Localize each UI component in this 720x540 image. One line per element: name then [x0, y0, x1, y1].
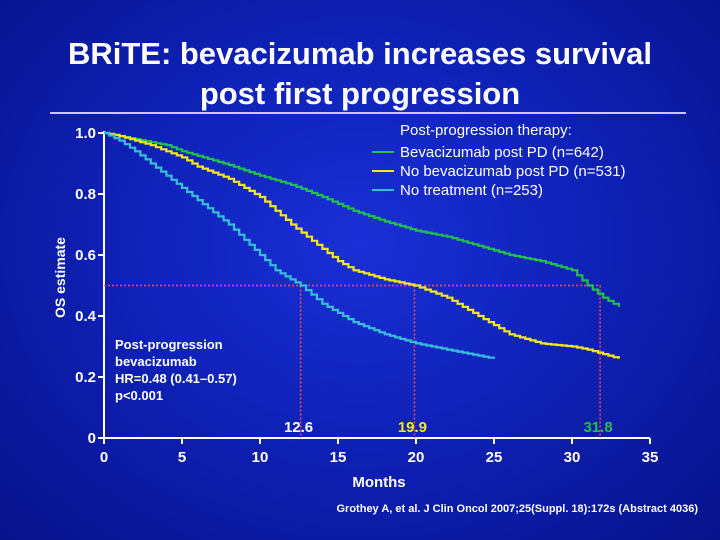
legend-entry: No treatment (n=253)	[400, 182, 543, 199]
y-tick-label: 0.8	[75, 186, 96, 203]
x-tick-label: 5	[178, 449, 186, 466]
x-tick-label: 10	[252, 449, 269, 466]
x-tick-label: 25	[486, 449, 503, 466]
median-label: 12.6	[284, 419, 313, 436]
legend-entry: No bevacizumab post PD (n=531)	[400, 163, 626, 180]
title-line-2: post first progression	[199, 76, 521, 111]
survival-curve-3	[104, 131, 496, 359]
slide-title: BRiTE: bevacizumab increases survival po…	[0, 34, 720, 114]
x-tick-label: 30	[564, 449, 581, 466]
annotation-line: HR=0.48 (0.41–0.57)	[115, 371, 237, 386]
title-line-1: BRiTE: bevacizumab increases survival	[67, 36, 653, 71]
hr-annotation: Post-progression bevacizumab HR=0.48 (0.41…	[115, 337, 237, 403]
legend-title: Post-progression therapy:	[400, 122, 572, 139]
median-label: 19.9	[398, 419, 427, 436]
legend-entry: Bevacizumab post PD (n=642)	[400, 144, 604, 161]
survival-curves	[104, 131, 620, 359]
annotation-line: bevacizumab	[115, 354, 197, 369]
y-axis-label: OS estimate	[52, 237, 68, 318]
x-tick-label: 0	[100, 449, 108, 466]
annotation-line: Post-progression	[115, 337, 223, 352]
chart-axes	[98, 131, 651, 444]
x-axis-label: Months	[352, 474, 405, 491]
survival-curve-1	[104, 131, 620, 307]
y-tick-label: 0	[88, 430, 96, 447]
y-tick-label: 0.4	[75, 308, 97, 325]
x-tick-label: 20	[408, 449, 425, 466]
annotation-line: p<0.001	[115, 388, 163, 403]
median-reference-lines: 12.6 19.9 31.8	[104, 284, 613, 438]
y-tick-label: 0.6	[75, 247, 96, 264]
x-tick-label: 15	[330, 449, 347, 466]
title-divider	[50, 112, 686, 114]
citation-footnote: Grothey A, et al. J Clin Oncol 2007;25(S…	[336, 503, 699, 515]
y-tick-label: 1.0	[75, 125, 96, 142]
y-tick-label: 0.2	[75, 369, 96, 386]
x-tick-label: 35	[642, 449, 659, 466]
tick-labels: 0 5 10 15 20 25 30 35 0 0.2 0.4 0.6 0.8 1.0 Months OS e…	[52, 125, 658, 491]
survival-curve-2	[104, 131, 620, 359]
chart-legend: Post-progression therapy: Bevacizumab pos…	[372, 122, 626, 199]
median-label: 31.8	[583, 419, 612, 436]
